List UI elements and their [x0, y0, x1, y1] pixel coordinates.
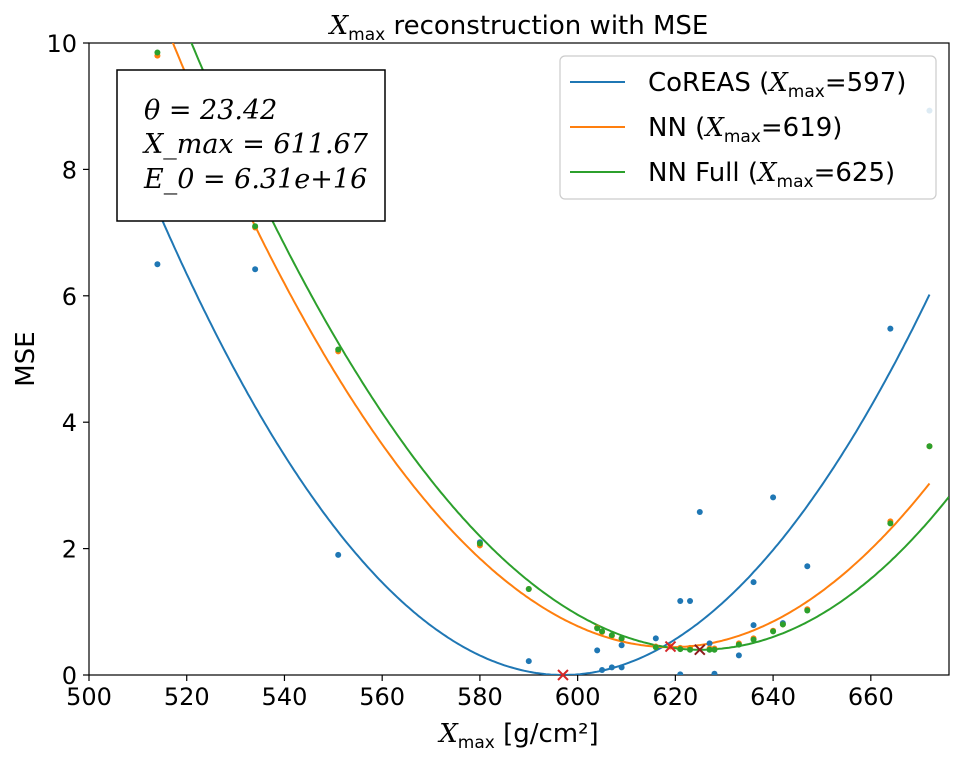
xlabel-rest: [g/cm²] [495, 719, 599, 749]
data-point-nn_full [926, 443, 933, 450]
data-point-coreas [750, 579, 757, 586]
data-point-coreas [706, 640, 713, 647]
minimum-marker [664, 640, 677, 653]
data-point-coreas [154, 261, 161, 268]
legend-label-coreas: CoREAS (Xmax=597) [648, 68, 906, 102]
data-point-nn_full [525, 586, 532, 593]
data-point-coreas [618, 664, 625, 671]
x-tick-label: 580 [457, 683, 503, 711]
x-tick-label: 620 [652, 683, 698, 711]
xlabel-sub: max [458, 733, 495, 753]
data-point-nn_full [770, 628, 777, 635]
y-tick-label: 8 [62, 156, 77, 184]
title-sub: max [348, 25, 385, 45]
data-point-nn_full [608, 632, 615, 639]
data-point-nn_full [750, 636, 757, 643]
data-point-coreas [677, 671, 684, 675]
data-point-coreas [599, 666, 606, 673]
x-tick-label: 660 [848, 683, 894, 711]
data-point-nn_full [618, 635, 625, 642]
data-point-coreas [711, 670, 718, 675]
data-point-coreas [335, 551, 342, 558]
data-point-coreas [252, 266, 259, 273]
xlabel-main: X [437, 719, 459, 749]
minimum-marker [694, 644, 706, 656]
parameter-annotation: θ = 23.42 X_max = 611.67 E_0 = 6.31e+16 [116, 69, 386, 222]
data-point-nn_full [804, 607, 811, 614]
x-tick-label: 500 [66, 683, 112, 711]
annotation-theta: θ = 23.42 [144, 95, 277, 126]
data-point-nn_full [711, 646, 718, 653]
data-point-nn_full [887, 520, 894, 527]
data-point-coreas [608, 664, 615, 671]
minimum-markers [557, 640, 706, 681]
annotation-energy: E_0 = 6.31e+16 [143, 164, 367, 195]
x-axis-title: Xmax [g/cm²] [437, 719, 598, 753]
plot-area: 500 520 540 560 580 600 620 640 660 0 2 4 6 8 10 [46, 30, 950, 711]
data-point-coreas [677, 598, 684, 605]
data-point-nn_full [677, 646, 684, 653]
fit-line-coreas [132, 150, 931, 675]
y-tick-label: 10 [46, 30, 77, 58]
data-point-nn_full [154, 49, 161, 56]
x-tick-label: 560 [359, 683, 405, 711]
data-point-coreas [770, 494, 777, 501]
data-point-nn_full [687, 646, 694, 653]
data-point-coreas [594, 647, 601, 654]
legend-box [559, 55, 937, 200]
plot-frame [88, 42, 950, 676]
data-point-nn_full [779, 621, 786, 628]
y-tick-label: 2 [62, 536, 77, 564]
data-point-nn_full [594, 625, 601, 632]
title-rest: reconstruction with MSE [385, 11, 708, 41]
y-tick-label: 4 [62, 409, 77, 437]
data-point-coreas [525, 658, 532, 665]
x-tick-label: 640 [750, 683, 796, 711]
data-point-coreas [618, 642, 625, 649]
y-tick-label: 0 [62, 662, 77, 690]
data-point-nn_full [476, 540, 483, 547]
minimum-marker [557, 669, 569, 681]
x-tick-label: 540 [262, 683, 308, 711]
data-point-coreas [750, 622, 757, 629]
legend-label-nn_full: NN Full (Xmax=625) [648, 158, 895, 192]
x-tick-label: 520 [164, 683, 210, 711]
data-point-coreas [696, 508, 703, 515]
data-point-coreas [652, 635, 659, 642]
data-point-coreas [735, 652, 742, 659]
chart-title: Xmax reconstruction with MSE [328, 11, 709, 45]
y-tick-label: 6 [62, 283, 77, 311]
data-point-nn_full [706, 646, 713, 653]
x-tick-label: 600 [555, 683, 601, 711]
title-main: X [328, 11, 350, 41]
data-points [154, 49, 933, 675]
data-point-coreas [887, 325, 894, 332]
annotation-xmax: X_max = 611.67 [142, 129, 369, 160]
annotation-box [116, 69, 386, 222]
fit-line-nn [171, 43, 931, 649]
data-point-nn_full [599, 628, 606, 635]
axis-ticks: 500 520 540 560 580 600 620 640 660 0 2 4 6 8 10 [46, 30, 893, 711]
data-point-nn_full [652, 644, 659, 651]
data-point-coreas [687, 598, 694, 605]
data-point-coreas [804, 563, 811, 570]
legend-label-nn: NN (Xmax=619) [648, 113, 842, 147]
legend: CoREAS (Xmax=597) NN (Xmax=619) NN Full (X… [559, 55, 937, 200]
data-point-nn_full [252, 223, 259, 230]
data-point-nn_full [735, 641, 742, 648]
data-point-nn_full [335, 346, 342, 353]
y-axis-title: MSE [11, 331, 41, 386]
